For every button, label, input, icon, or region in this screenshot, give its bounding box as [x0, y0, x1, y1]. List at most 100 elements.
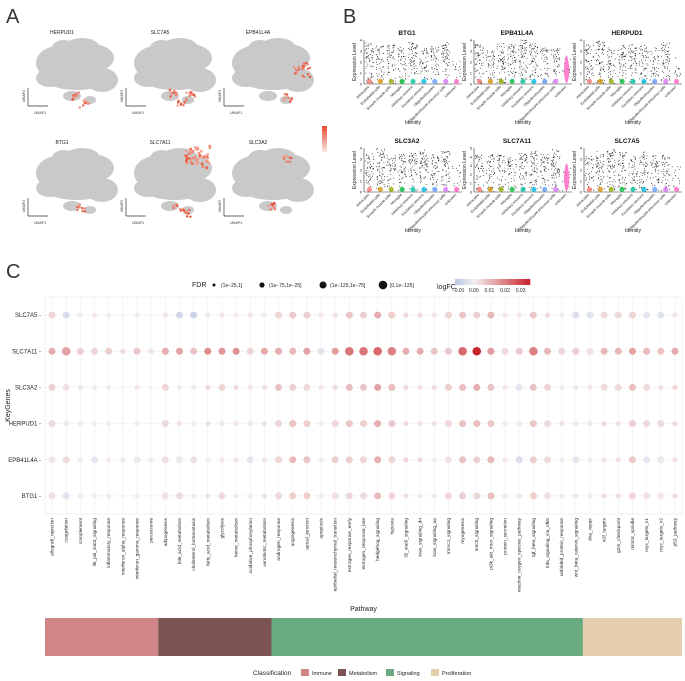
umap-expression-point: [170, 91, 173, 95]
violin-shape: [641, 78, 647, 84]
violin-point: [419, 162, 421, 164]
violin-point: [554, 183, 556, 185]
violin-point: [680, 73, 682, 75]
violin-point: [424, 149, 425, 151]
umap-expression-point: [177, 100, 180, 103]
violin-point: [400, 154, 402, 156]
violin-point: [405, 176, 407, 178]
violin-point: [376, 73, 378, 75]
violin-point: [665, 54, 667, 55]
panel-label-c: C: [6, 261, 20, 283]
violin-point: [425, 66, 427, 68]
violin-point: [457, 170, 459, 172]
violin-point: [445, 151, 447, 153]
violin-point: [522, 77, 524, 79]
violin-point: [503, 62, 505, 64]
violin-point: [553, 166, 555, 168]
violin-point: [587, 61, 589, 62]
violin-point: [436, 50, 438, 52]
violin-point: [584, 49, 586, 51]
violin-point: [634, 58, 636, 60]
violin-point: [607, 158, 608, 160]
violin-point: [652, 184, 653, 186]
violin-point: [435, 182, 437, 184]
violin-point: [520, 166, 522, 168]
violin-point: [597, 177, 599, 178]
violin-point: [487, 182, 489, 184]
violin-point: [557, 52, 559, 54]
violin-point: [598, 55, 599, 56]
dot: [48, 311, 56, 319]
violin-point: [608, 67, 610, 69]
violin-gene-title: SLC3A2: [395, 138, 420, 145]
violin-point: [562, 189, 564, 191]
violin-point: [504, 162, 506, 164]
violin-point: [415, 155, 417, 156]
violin-point: [422, 153, 424, 155]
violin-point: [666, 51, 668, 53]
violin-point: [479, 60, 481, 61]
violin-point: [519, 69, 521, 71]
violin-point: [489, 177, 490, 179]
violin-point: [433, 52, 435, 54]
violin-point: [411, 160, 413, 162]
violin-point: [536, 155, 538, 157]
violin-point: [393, 70, 395, 72]
violin-point: [540, 153, 542, 155]
violin-point: [608, 57, 610, 59]
violin-point: [608, 170, 610, 172]
violin-point: [532, 60, 533, 62]
violin-point: [546, 51, 548, 53]
violin-point: [420, 151, 422, 153]
violin-point: [533, 47, 535, 49]
violin-point: [612, 151, 613, 153]
violin-point: [635, 65, 637, 67]
violin-point: [508, 160, 510, 162]
violin-point: [666, 171, 668, 172]
violin-point: [532, 61, 534, 62]
violin-point: [509, 63, 511, 65]
violin-point: [476, 78, 478, 80]
violin-point: [383, 162, 385, 164]
violin-point: [515, 51, 517, 53]
violin-y-tick: 3: [470, 163, 473, 168]
umap-expression-point: [189, 149, 192, 153]
violin-point: [382, 181, 384, 183]
violin-point: [371, 48, 373, 50]
gene-tick-label: EPB41L4A -: [8, 458, 41, 464]
violin-gene-title: BTG1: [398, 30, 416, 37]
violin-point: [409, 169, 411, 171]
violin-point: [643, 181, 644, 183]
violin-point: [653, 66, 655, 68]
violin-point: [520, 157, 521, 159]
violin-shape: [487, 186, 493, 192]
violin-shape: [553, 78, 559, 84]
dot: [388, 383, 396, 391]
violin-point: [501, 65, 503, 67]
violin-point: [588, 157, 590, 159]
violin-point: [419, 61, 421, 63]
violin-point: [650, 60, 652, 62]
violin-point: [608, 181, 610, 183]
violin-point: [536, 52, 538, 54]
dot: [431, 420, 437, 427]
violin-point: [622, 44, 623, 46]
violin-point: [393, 169, 395, 171]
violin-point: [641, 156, 643, 158]
violin-point: [405, 174, 406, 176]
violin-point: [487, 63, 489, 65]
violin-point: [485, 169, 487, 171]
violin-point: [535, 179, 537, 181]
violin-point: [434, 56, 436, 58]
violin-point: [405, 79, 407, 81]
violin-point: [612, 149, 614, 151]
violin-point: [393, 157, 395, 159]
violin-point: [507, 161, 509, 163]
violin-point: [482, 169, 483, 171]
pathway-tick-label: coagulation: [64, 518, 70, 543]
violin-point: [416, 163, 417, 165]
violin-shape: [663, 186, 669, 192]
violin-point: [666, 161, 668, 163]
violin-point: [544, 56, 546, 58]
